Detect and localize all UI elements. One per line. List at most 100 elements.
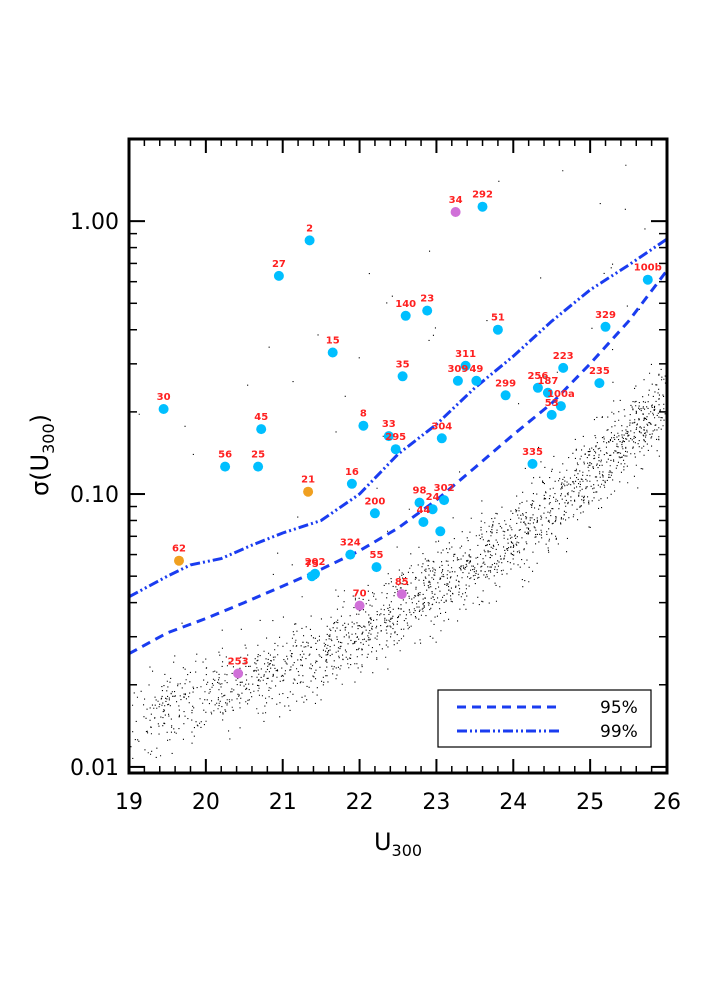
data-point-label-62: 62 — [172, 544, 186, 555]
data-point-label-35: 35 — [396, 359, 410, 370]
data-point-label-324: 324 — [340, 538, 361, 549]
data-point-label-24: 24 — [426, 492, 440, 503]
y-tick-label-0.10: 0.10 — [70, 483, 119, 508]
data-point-label-21: 21 — [301, 475, 315, 486]
x-tick-label-23: 23 — [422, 790, 450, 815]
data-point-75 — [306, 571, 317, 582]
data-point-200 — [369, 508, 380, 519]
data-point-324 — [345, 549, 356, 560]
data-point-302 — [439, 495, 450, 506]
x-tick-label-21: 21 — [269, 790, 297, 815]
axes: 19 20 21 22 23 24 25 260.010.101.00 — [70, 137, 681, 815]
data-point-label-335: 335 — [522, 447, 543, 458]
data-point-label-98: 98 — [413, 486, 427, 497]
data-point-label-55: 55 — [370, 550, 384, 561]
data-point-21 — [303, 486, 314, 497]
data-point-label-27: 27 — [272, 259, 286, 270]
data-point-51 — [492, 324, 503, 335]
data-point-label-302: 302 — [434, 483, 455, 494]
data-point-label-2: 2 — [306, 223, 313, 234]
y-axis-title: σ(U300) — [26, 414, 58, 496]
data-point-label-44: 44 — [416, 505, 430, 516]
threshold-line-95pct — [128, 269, 669, 656]
data-point-253 — [233, 668, 244, 679]
data-point-292 — [477, 201, 488, 212]
data-point-98 — [414, 497, 425, 508]
data-point-label-25: 25 — [251, 450, 265, 461]
data-point-187 — [542, 387, 553, 398]
data-point-25 — [253, 461, 264, 472]
data-point-27 — [273, 270, 284, 281]
data-point-label-75: 75 — [305, 559, 319, 570]
data-point-label-34: 34 — [449, 195, 463, 206]
x-tick-label-19: 19 — [115, 790, 143, 815]
data-point-235 — [594, 378, 605, 389]
legend-box — [437, 689, 652, 748]
data-point-label-51: 51 — [491, 313, 505, 324]
data-point-label-309: 309 — [447, 364, 468, 375]
data-point-309 — [452, 375, 463, 386]
data-point-label-299: 299 — [495, 378, 516, 389]
data-point-label-202: 202 — [305, 557, 326, 568]
data-point-label-256: 256 — [527, 371, 548, 382]
y-tick-label-1.00: 1.00 — [70, 210, 119, 235]
data-point-49 — [471, 375, 482, 386]
data-point-24 — [427, 504, 438, 515]
data-point-44 — [418, 517, 429, 527]
data-point-256 — [532, 382, 543, 393]
data-point-45 — [256, 424, 267, 435]
data-point-label-304: 304 — [431, 421, 452, 432]
legend: 95% 99% — [437, 689, 652, 748]
x-tick-label-22: 22 — [346, 790, 374, 815]
data-point-label-200: 200 — [364, 496, 385, 507]
data-point-label-100a: 100a — [547, 389, 575, 400]
data-point-56 — [220, 461, 231, 472]
data-point-label-140: 140 — [395, 299, 416, 310]
threshold-line-99pct — [128, 237, 668, 599]
data-point-label-49: 49 — [469, 364, 483, 375]
data-point-label-33: 33 — [382, 419, 396, 430]
data-point-85 — [396, 589, 407, 600]
data-point-label-253: 253 — [228, 657, 249, 668]
data-point-label-292: 292 — [472, 190, 493, 201]
legend-99-label: 99% — [600, 722, 638, 742]
data-point-label-23: 23 — [420, 294, 434, 305]
data-point-55 — [371, 562, 382, 573]
data-point-23 — [422, 305, 433, 316]
data-point-15 — [327, 347, 338, 358]
data-point-62 — [174, 555, 184, 566]
data-point-223 — [558, 362, 569, 373]
data-point-30 — [158, 404, 169, 414]
data-point-33 — [383, 431, 394, 442]
x-tick-label-20: 20 — [192, 790, 220, 815]
plot-frame — [127, 137, 669, 775]
data-point-8 — [358, 420, 369, 431]
data-point-label-8: 8 — [360, 409, 367, 420]
data-point-label-45: 45 — [254, 412, 268, 423]
data-point-329 — [600, 321, 611, 332]
data-point-label-70: 70 — [353, 589, 367, 600]
threshold-lines — [128, 237, 669, 656]
data-point-label-85: 85 — [395, 577, 409, 588]
data-point-311 — [460, 360, 471, 371]
data-point-304 — [436, 433, 447, 444]
data-point — [435, 526, 446, 537]
x-tick-label-25: 25 — [576, 790, 604, 815]
data-point-335 — [527, 458, 538, 469]
data-point-label-30: 30 — [157, 392, 171, 403]
data-point-label-223: 223 — [553, 351, 574, 362]
data-point-label-56: 56 — [218, 450, 232, 461]
data-point-label-311: 311 — [455, 349, 476, 360]
data-point-label-235: 235 — [589, 366, 610, 377]
data-point-53 — [546, 409, 557, 420]
data-point-140 — [400, 310, 411, 321]
data-point-label-295: 295 — [385, 432, 406, 443]
data-point-label-187: 187 — [537, 376, 558, 387]
data-point-100a — [555, 401, 566, 412]
data-point-295 — [390, 444, 401, 455]
data-point-label-329: 329 — [595, 310, 616, 321]
data-point-2 — [304, 235, 315, 246]
